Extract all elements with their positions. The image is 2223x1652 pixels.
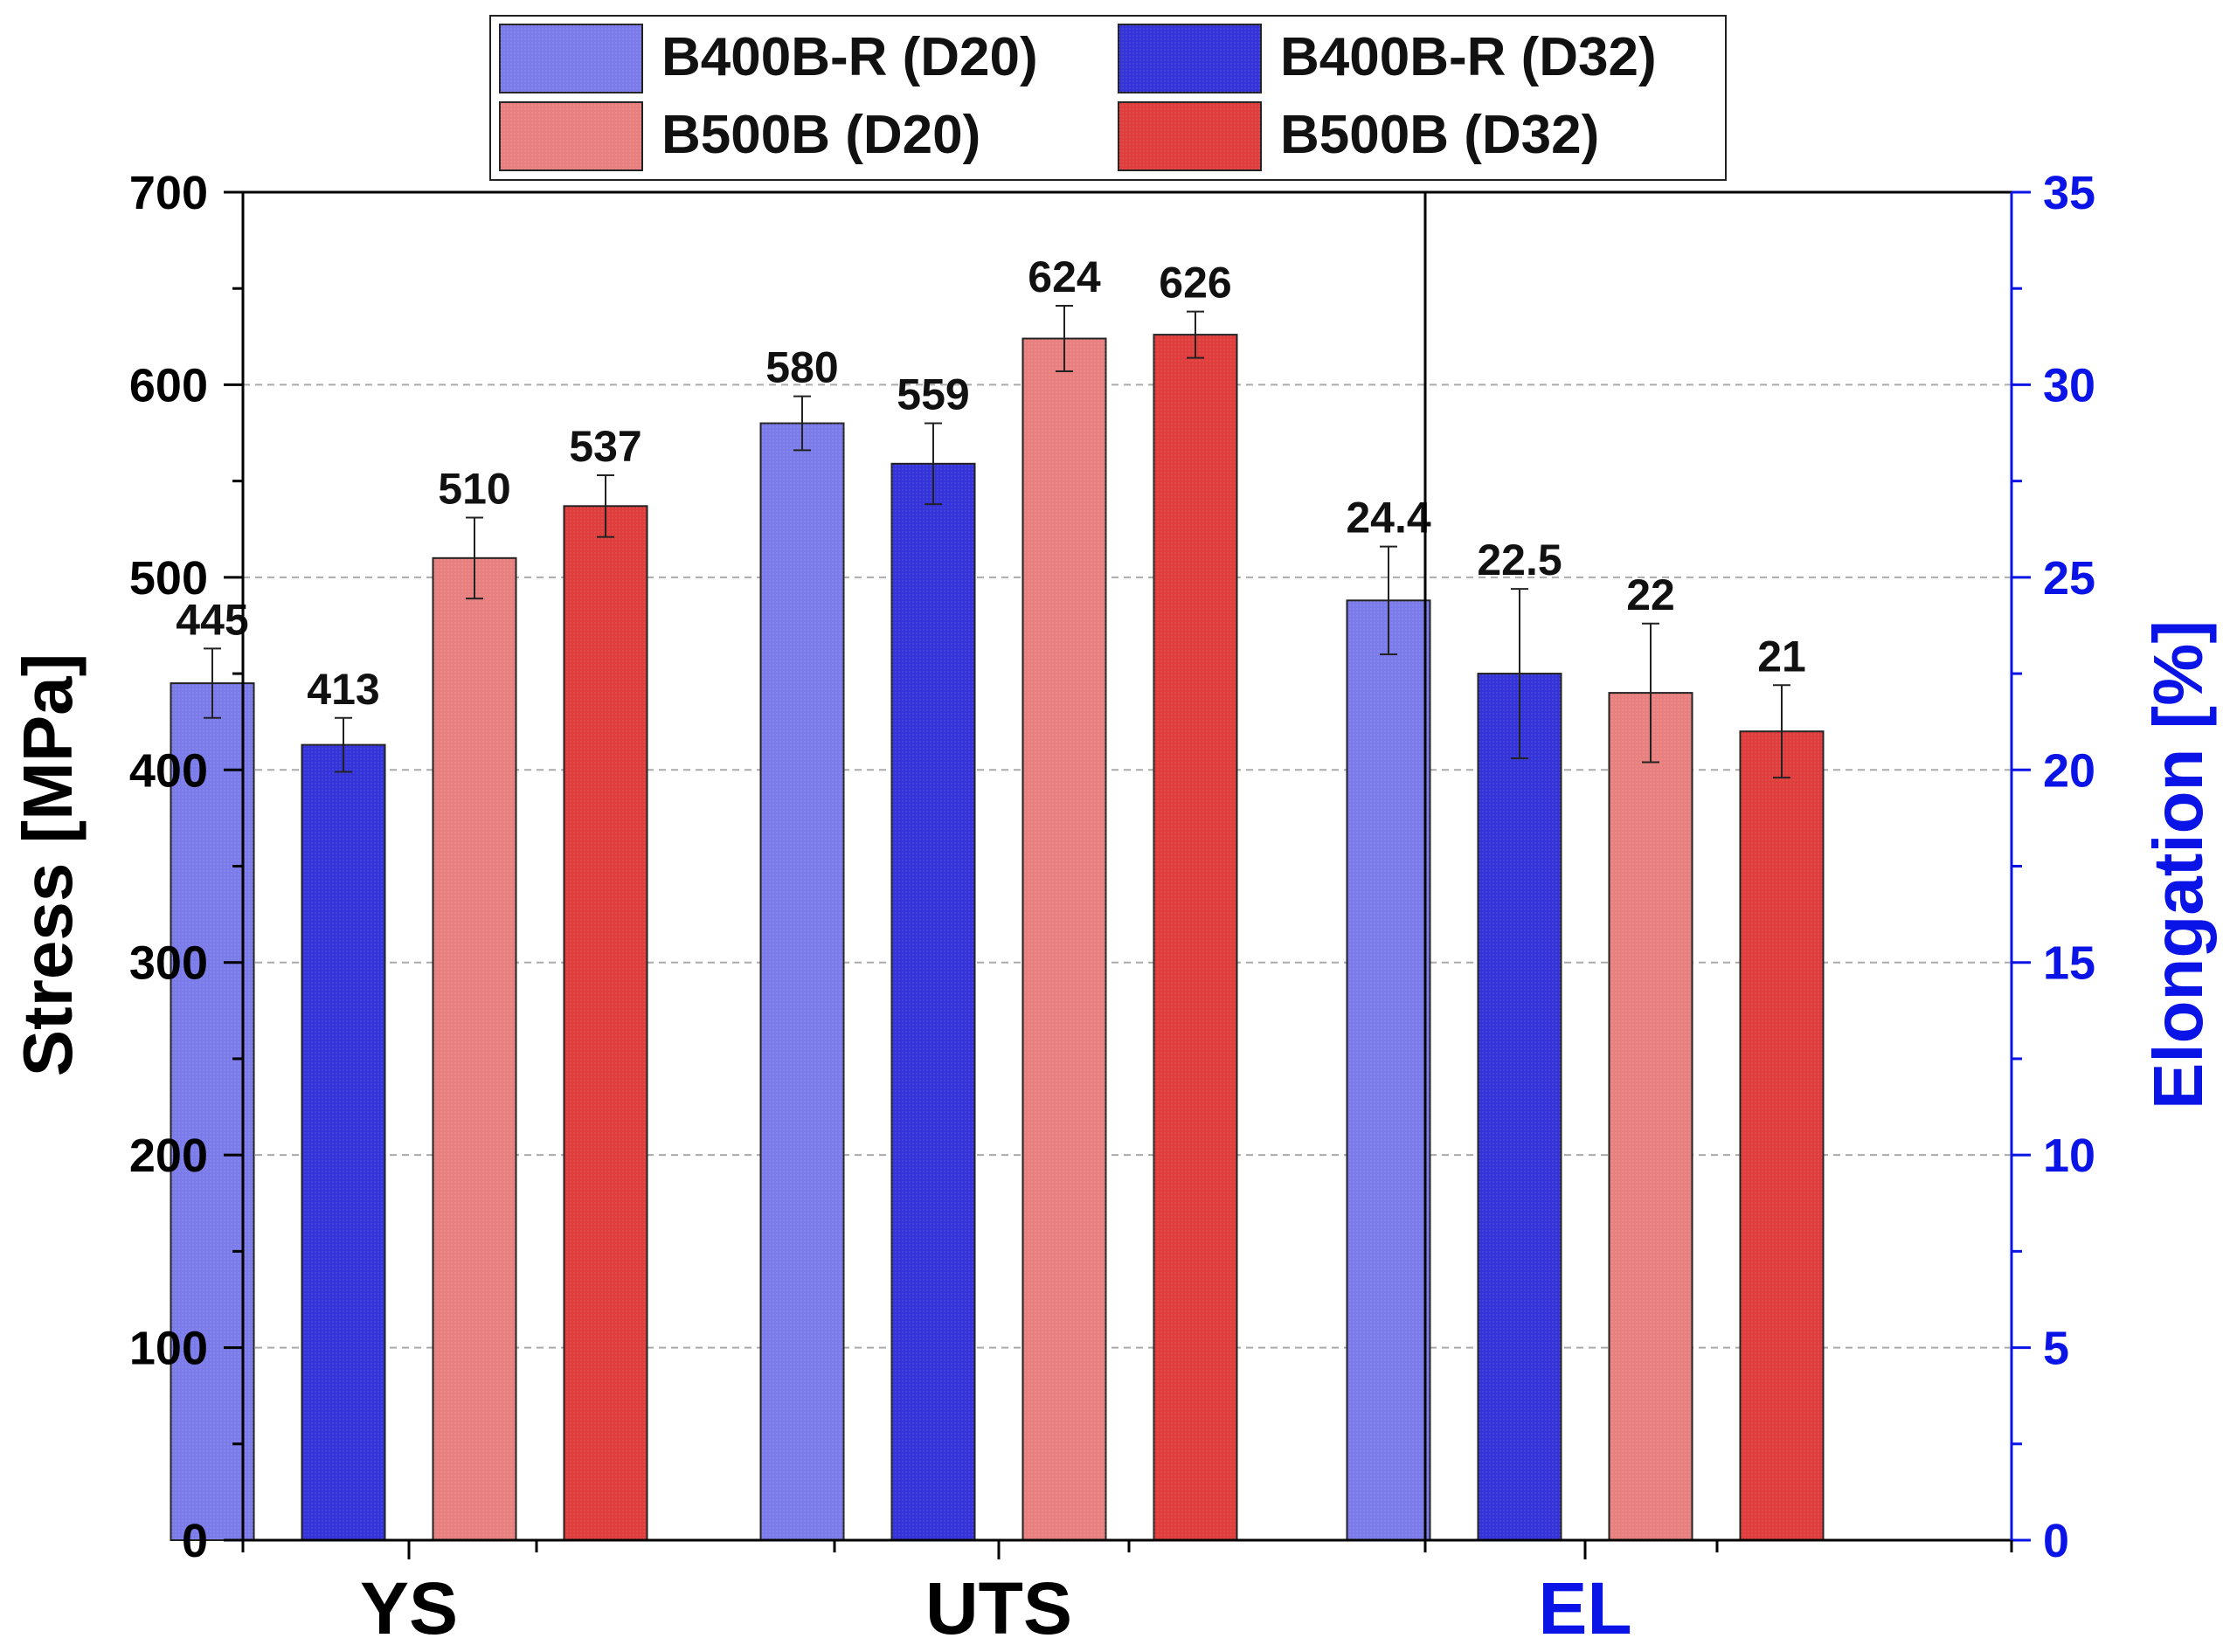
data-label: 510 (438, 465, 510, 514)
data-label: 445 (176, 595, 248, 644)
bar-texture (1347, 600, 1430, 1540)
legend-box (489, 15, 1727, 181)
data-label: 24.4 (1346, 494, 1431, 543)
left-tick-label: 400 (129, 744, 208, 797)
data-label: 537 (569, 422, 641, 471)
legend-swatch-texture (500, 102, 642, 170)
group-label-uts: UTS (925, 1567, 1072, 1649)
legend-label-1: B400B-R (D32) (1280, 27, 1657, 87)
legend-label-2: B500B (D20) (661, 105, 980, 165)
bar-texture (1609, 693, 1693, 1540)
left-tick-label: 700 (129, 167, 208, 219)
bar-texture (433, 557, 516, 1541)
data-label: 22.5 (1477, 536, 1562, 584)
right-tick-label: 15 (2043, 937, 2095, 990)
left-tick-label: 500 (129, 552, 208, 605)
legend-label-0: B400B-R (D20) (661, 27, 1038, 87)
legend-swatch-texture (1118, 102, 1261, 170)
bar-texture (1740, 731, 1824, 1540)
bar-texture (170, 683, 254, 1540)
left-tick-label: 300 (129, 937, 208, 990)
gridlines (243, 384, 2012, 1349)
data-label: 21 (1757, 632, 1806, 681)
group-label-ys: YS (360, 1567, 458, 1649)
legend-label-3: B500B (D32) (1280, 105, 1599, 165)
bar-texture (301, 744, 385, 1540)
right-tick-label: 20 (2043, 744, 2095, 797)
legend-swatch-texture (500, 24, 642, 93)
left-tick-label: 200 (129, 1130, 208, 1182)
bar-texture (891, 463, 975, 1541)
left-axis-title: Stress [MPa] (9, 653, 87, 1077)
bar-texture (564, 506, 648, 1540)
legend: B400B-R (D20) B400B-R (D32) B500B (D20) B50… (489, 15, 1727, 181)
right-tick-label: 35 (2043, 167, 2095, 219)
left-tick-label: 100 (129, 1323, 208, 1375)
legend-swatch-texture (1118, 24, 1261, 93)
right-tick-label: 0 (2043, 1515, 2069, 1567)
data-label: 580 (765, 343, 838, 392)
bars: 445 580 24.4 413 559 22.5 510 624 22 537 626 21 (170, 252, 1825, 1541)
right-tick-label: 10 (2043, 1130, 2095, 1182)
data-label: 22 (1626, 570, 1675, 619)
left-tick-label: 600 (129, 359, 208, 411)
bar-texture (1022, 338, 1106, 1540)
bar-texture (1478, 674, 1562, 1540)
bar-texture (760, 423, 844, 1540)
data-label: 559 (897, 370, 969, 419)
bar-texture (1153, 335, 1237, 1540)
data-label: 626 (1159, 259, 1231, 308)
data-label: 624 (1028, 252, 1101, 301)
right-tick-label: 30 (2043, 359, 2095, 411)
left-tick-label: 0 (182, 1515, 208, 1567)
right-tick-label: 5 (2043, 1323, 2069, 1375)
right-tick-label: 25 (2043, 552, 2095, 605)
group-label-el: EL (1538, 1567, 1631, 1649)
data-label: 413 (307, 665, 379, 714)
right-axis-title: Elongation [%] (2139, 620, 2217, 1109)
